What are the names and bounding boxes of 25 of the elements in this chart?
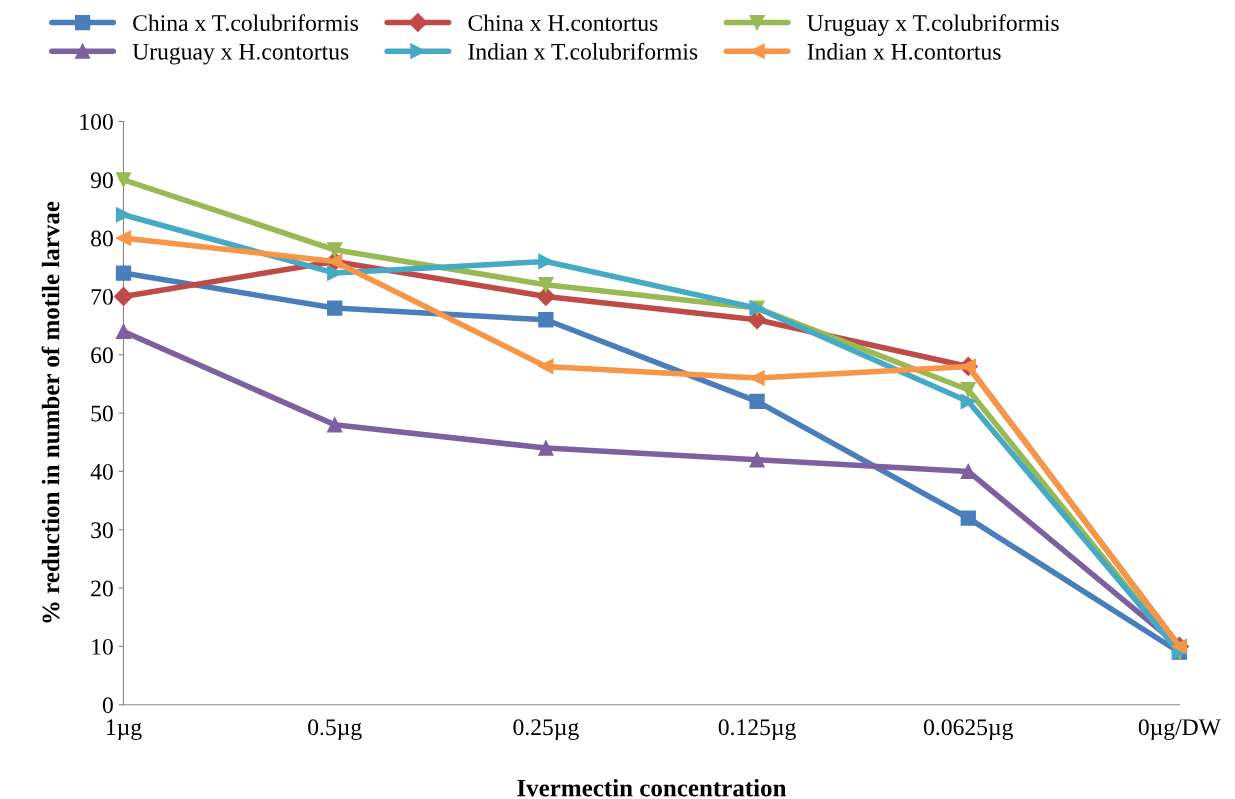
y-axis-title: % reduction in number of motile larvae <box>41 201 60 623</box>
x-tick-label: 0.125µg <box>718 719 796 741</box>
x-axis-title: Ivermectin concentration <box>517 778 787 797</box>
y-tick-label: 20 <box>91 580 113 597</box>
y-tick-label: 0 <box>102 697 113 714</box>
y-tick-label: 40 <box>90 463 113 480</box>
legend-label: Indian x T.colubriformis <box>468 42 698 60</box>
legend-label: Indian x H.contortus <box>807 43 1001 60</box>
y-tick-label: 30 <box>91 522 113 539</box>
legend-label: Uruguay x H.contortus <box>132 43 349 65</box>
y-tick-label: 70 <box>91 288 113 305</box>
y-tick-label: 60 <box>91 347 113 364</box>
x-tick-label: 0.0625µg <box>923 719 1013 741</box>
y-tick-label: 50 <box>91 405 113 422</box>
legend-label: China x H.contortus <box>468 14 658 32</box>
x-tick-label: 0µg/DW <box>1138 719 1221 741</box>
x-tick-label: 1µg <box>106 719 142 741</box>
y-tick-label: 100 <box>80 113 113 130</box>
y-tick-label: 10 <box>92 638 113 655</box>
legend-label: China x T.colubriformis <box>133 14 359 32</box>
x-tick-label: 0.25µg <box>513 719 579 741</box>
legend-label: Uruguay x T.colubriformis <box>807 14 1059 36</box>
y-tick-label: 80 <box>91 230 113 247</box>
y-tick-label: 90 <box>90 172 113 189</box>
x-tick-label: 0.5µg <box>308 719 362 741</box>
